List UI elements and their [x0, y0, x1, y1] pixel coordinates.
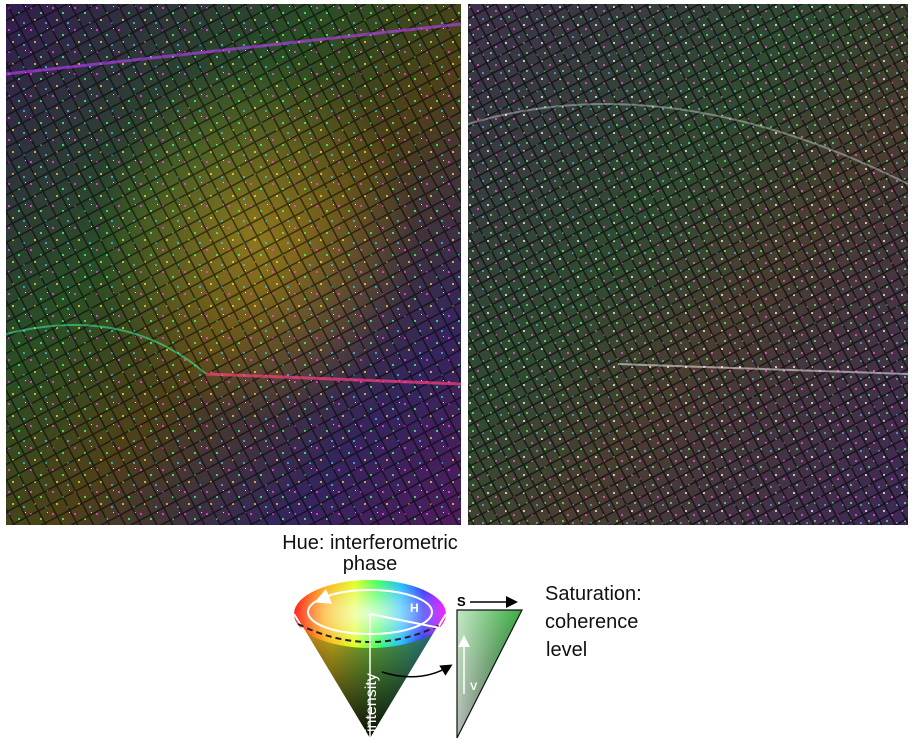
interferogram-right-svg	[468, 4, 908, 525]
hsv-cone: H intensity	[293, 580, 447, 740]
hue-label-line2: phase	[342, 553, 398, 575]
hue-label-line1: Hue: interferometric	[282, 532, 458, 554]
saturation-value-triangle: V	[456, 609, 523, 739]
interferogram-left-image	[6, 4, 461, 525]
saturation-label-line1: Saturation:	[545, 583, 642, 605]
intensity-axis-label: intensity	[363, 673, 380, 732]
value-letter-v: V	[470, 681, 478, 693]
hue-letter-h: H	[410, 601, 419, 615]
curved-arrow	[381, 664, 453, 678]
saturation-label-line2: coherence	[545, 611, 639, 633]
saturation-letter-s: S	[457, 594, 466, 609]
hsv-cone-diagram: H intensity V S	[293, 580, 523, 740]
saturation-label-line3: level	[546, 639, 588, 661]
hue-label: Hue: interferometric phase	[250, 533, 490, 575]
saturation-label: Saturation: coherence level	[545, 580, 642, 664]
interferogram-right-image	[468, 4, 908, 525]
interferogram-left-svg	[6, 4, 461, 525]
